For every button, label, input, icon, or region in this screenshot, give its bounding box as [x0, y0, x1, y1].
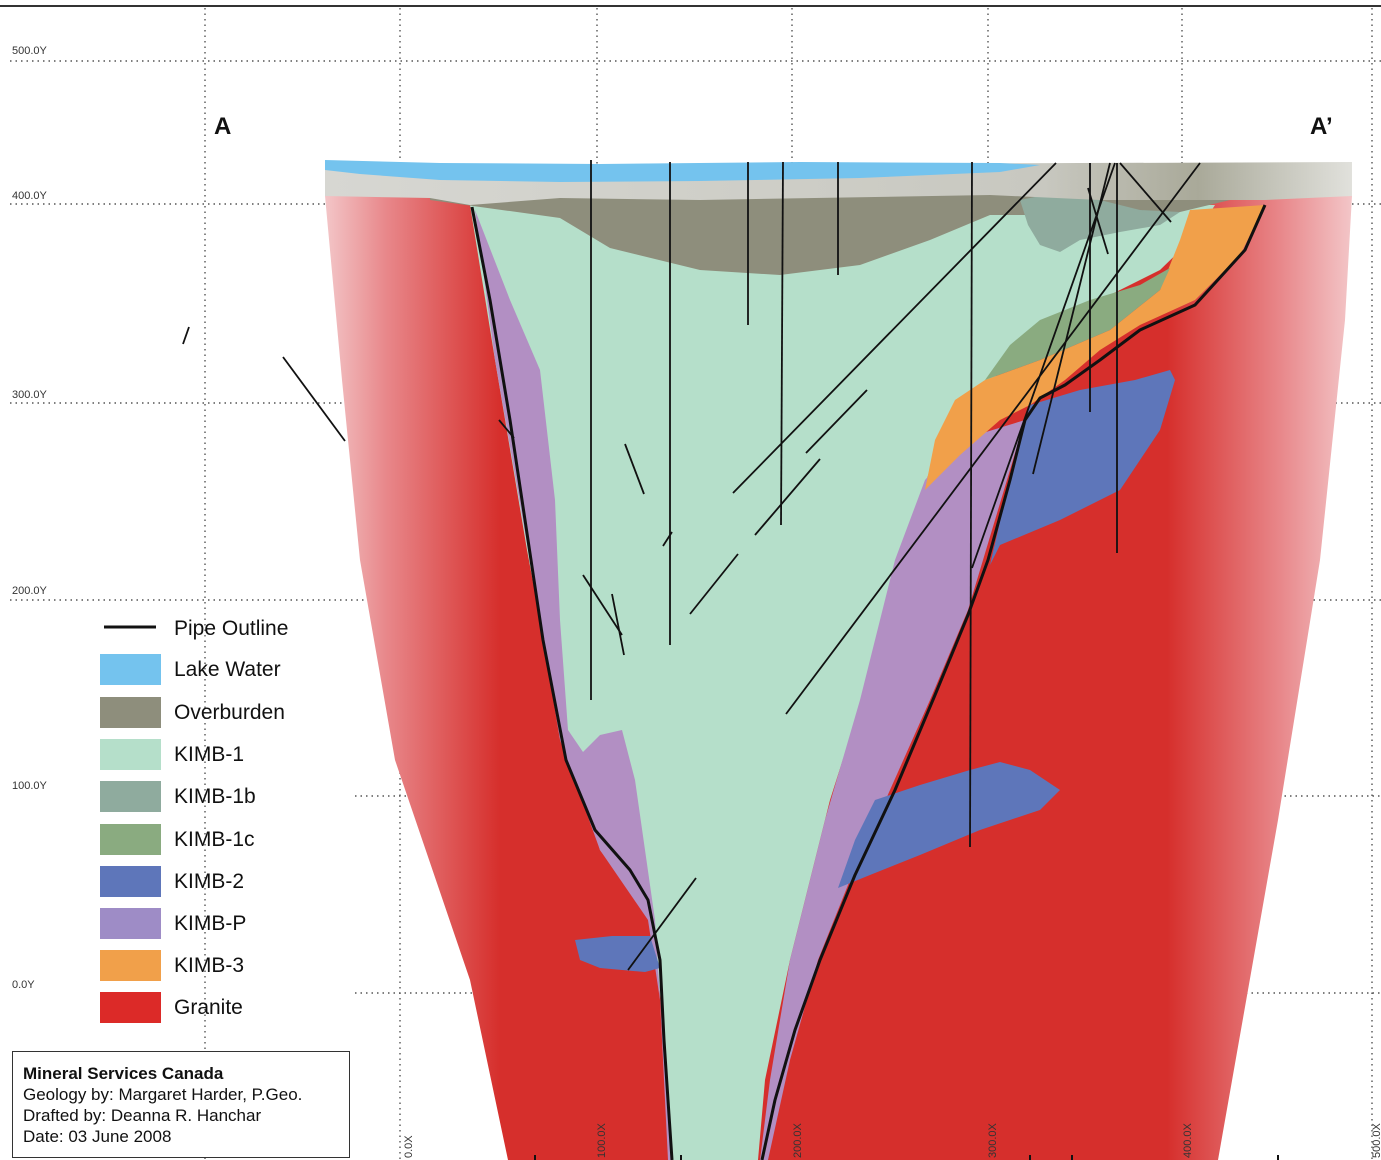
y-tick-label: 400.0Y	[12, 190, 48, 202]
legend-swatch-overburden	[100, 697, 161, 728]
legend-swatch-lake-water	[100, 654, 161, 685]
kimb-p-right	[760, 420, 1025, 1160]
drill-hole	[662, 531, 673, 547]
drill-hole	[971, 162, 1116, 569]
pipe-outline	[470, 204, 1267, 1160]
kimb-1-body	[470, 205, 1215, 1160]
drill-hole	[1087, 187, 1109, 255]
x-axis-labels: 0.0X 100.0X 200.0X 300.0X 400.0X 500.0X	[403, 1122, 1381, 1158]
legend-swatch-granite	[100, 992, 161, 1023]
drill-hole	[689, 553, 739, 615]
kimb-2-lower	[575, 936, 660, 972]
drill-hole	[627, 877, 697, 971]
legend-label: Granite	[174, 996, 243, 1019]
credits-date: Date: 03 June 2008	[23, 1127, 172, 1146]
legend-swatch-kimb-1	[100, 739, 161, 770]
y-tick-label: 500.0Y	[12, 45, 48, 57]
kimb-3-band	[925, 205, 1265, 490]
drill-hole	[732, 162, 1057, 494]
credits-geology: Geology by: Margaret Harder, P.Geo.	[23, 1085, 303, 1104]
kimb-2-upper	[990, 370, 1175, 565]
x-tick-label: 200.0X	[792, 1122, 804, 1158]
drill-hole	[805, 389, 868, 454]
legend-swatch-kimb-2	[100, 866, 161, 897]
drill-hole	[498, 419, 515, 439]
legend-swatch-kimb-1b	[100, 781, 161, 812]
legend-label: KIMB-1b	[174, 785, 256, 808]
legend-label: KIMB-P	[174, 912, 246, 935]
legend-label: KIMB-2	[174, 870, 244, 893]
drill-hole	[785, 162, 1201, 715]
drill-hole	[611, 593, 625, 656]
kimb-1c-band	[985, 268, 1170, 380]
y-tick-label: 0.0Y	[12, 979, 35, 991]
drill-hole	[624, 443, 645, 495]
drill-hole	[282, 356, 346, 442]
y-tick-label: 300.0Y	[12, 389, 48, 401]
y-axis-labels: 500.0Y 400.0Y 300.0Y 200.0Y 100.0Y 0.0Y	[12, 45, 48, 991]
section-label-a: A	[214, 113, 231, 140]
x-tick-label: 400.0X	[1182, 1122, 1194, 1158]
credits-box: Mineral Services Canada Geology by: Marg…	[12, 1051, 350, 1158]
y-tick-label: 100.0Y	[12, 780, 48, 792]
x-tick-label: 500.0X	[1371, 1122, 1381, 1158]
legend-swatch-kimb-3	[100, 950, 161, 981]
drill-hole	[969, 161, 973, 848]
section-label-a-prime: A’	[1310, 113, 1333, 140]
credits-drafted: Drafted by: Deanna R. Hanchar	[23, 1106, 262, 1125]
drill-hole	[182, 326, 190, 345]
legend-label: KIMB-1c	[174, 828, 255, 851]
pipe-outline-left	[470, 206, 674, 1160]
drill-hole	[780, 161, 784, 526]
legend-label: Lake Water	[174, 658, 281, 681]
x-tick-label: 0.0X	[403, 1135, 415, 1158]
drill-hole	[754, 458, 821, 536]
drill-hole	[582, 574, 623, 636]
x-tick-label: 300.0X	[987, 1122, 999, 1158]
kimb-2-middle	[838, 762, 1060, 888]
lake-water	[325, 160, 1040, 182]
y-tick-label: 200.0Y	[12, 585, 48, 597]
x-tick-label: 100.0X	[596, 1122, 608, 1158]
pipe-outline-right	[760, 204, 1267, 1160]
credits-organization: Mineral Services Canada	[23, 1064, 224, 1083]
bottom-ticks	[534, 1155, 1279, 1160]
legend-label: KIMB-3	[174, 954, 244, 977]
kimb-1b-pod	[1020, 192, 1180, 252]
legend-swatch-kimb-p	[100, 908, 161, 939]
legend-label: Pipe Outline	[174, 617, 288, 640]
legend: Pipe Outline Lake Water Overburden KIMB-…	[100, 617, 288, 1023]
drill-holes	[182, 160, 1201, 971]
legend-label: Overburden	[174, 701, 285, 724]
kimb-p-left	[475, 210, 672, 1160]
legend-swatch-kimb-1c	[100, 824, 161, 855]
legend-label: KIMB-1	[174, 743, 244, 766]
